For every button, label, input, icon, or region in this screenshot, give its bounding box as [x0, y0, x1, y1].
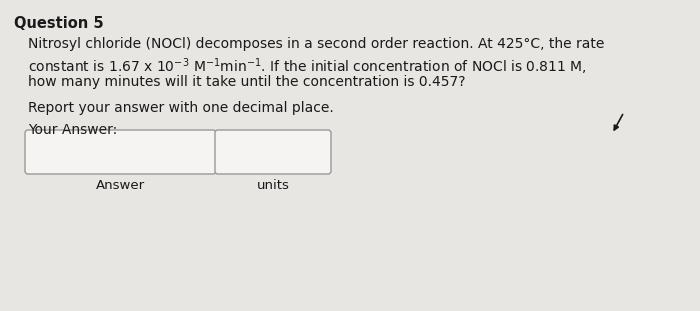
Text: constant is 1.67 x 10$^{-3}$ M$^{-1}$min$^{-1}$. If the initial concentration of: constant is 1.67 x 10$^{-3}$ M$^{-1}$min… [28, 56, 587, 77]
Text: Question 5: Question 5 [14, 16, 104, 31]
Text: Report your answer with one decimal place.: Report your answer with one decimal plac… [28, 101, 334, 115]
Text: Answer: Answer [95, 179, 145, 192]
Text: Nitrosyl chloride (NOCl) decomposes in a second order reaction. At 425°C, the ra: Nitrosyl chloride (NOCl) decomposes in a… [28, 37, 604, 51]
Text: Your Answer:: Your Answer: [28, 123, 118, 137]
FancyBboxPatch shape [215, 130, 331, 174]
FancyBboxPatch shape [25, 130, 216, 174]
Text: how many minutes will it take until the concentration is 0.457?: how many minutes will it take until the … [28, 75, 466, 89]
Text: units: units [257, 179, 289, 192]
